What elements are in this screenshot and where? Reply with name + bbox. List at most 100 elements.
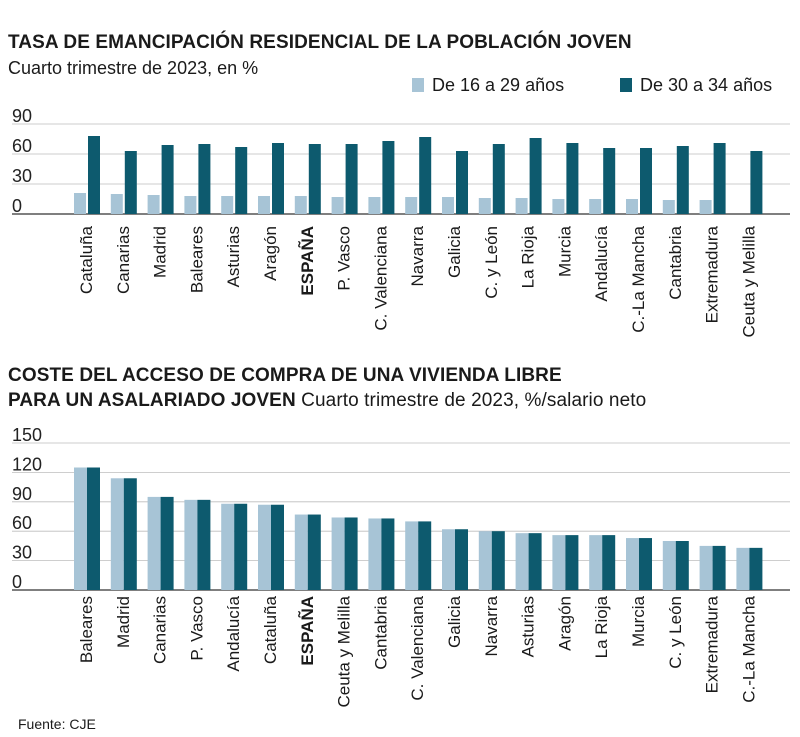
chart1-category-label: C. y León bbox=[482, 226, 501, 299]
chart2-category-label: Cantabria bbox=[371, 595, 390, 669]
chart2-category-label: Baleares bbox=[77, 596, 96, 663]
chart2-bar bbox=[565, 535, 579, 590]
chart2-bar bbox=[271, 504, 284, 590]
chart2-category-label: Cataluña bbox=[261, 595, 280, 664]
chart2-bar bbox=[294, 514, 308, 590]
chart1-bar bbox=[662, 200, 675, 214]
chart1-ytick-label: 30 bbox=[12, 166, 32, 186]
chart2-title: COSTE DEL ACCESO DE COMPRA DE UNA VIVIEN… bbox=[8, 365, 562, 386]
chart1-category-label: Navarra bbox=[408, 225, 427, 286]
chart1-bar bbox=[110, 194, 123, 214]
chart1-bar bbox=[676, 146, 689, 214]
chart2-ytick-label: 0 bbox=[12, 572, 22, 592]
chart2-bar bbox=[307, 514, 321, 590]
chart2-ytick-label: 60 bbox=[12, 513, 32, 533]
chart2-bar bbox=[699, 545, 713, 590]
chart2-ytick-label: 30 bbox=[12, 543, 32, 563]
chart2-ytick-label: 120 bbox=[12, 454, 42, 474]
chart2-category-label: Asturias bbox=[519, 596, 538, 657]
chart2-category-label: C. Valenciana bbox=[408, 595, 427, 700]
chart1-bar bbox=[382, 141, 395, 214]
chart2-category-label: ESPAÑA bbox=[297, 596, 317, 666]
chart2-category-label: Galicia bbox=[445, 595, 464, 648]
chart2-bar bbox=[639, 538, 652, 590]
chart2-category-label: P. Vasco bbox=[187, 596, 206, 661]
chart1-category-label: Extremadura bbox=[703, 225, 722, 323]
chart2-bar bbox=[197, 499, 211, 590]
chart1-category-label: Murcia bbox=[555, 225, 574, 277]
chart1-bar bbox=[258, 196, 270, 214]
chart1-category-label: La Rioja bbox=[519, 225, 538, 288]
chart2-bar bbox=[160, 496, 174, 590]
chart1-bar bbox=[184, 196, 197, 214]
chart2-category-label: Aragón bbox=[555, 596, 574, 651]
chart2-category-label: La Rioja bbox=[592, 595, 611, 658]
chart2-bar bbox=[602, 535, 616, 590]
chart1-bar bbox=[294, 196, 307, 214]
chart1-bar bbox=[345, 144, 358, 214]
chart2-bar bbox=[405, 521, 419, 590]
chart1-bar bbox=[368, 197, 381, 214]
chart2-category-label: Murcia bbox=[629, 595, 648, 647]
chart2-bar bbox=[626, 538, 639, 590]
chart1-category-label: C.-La Mancha bbox=[629, 225, 648, 332]
chart1-bar bbox=[492, 144, 505, 214]
chart1-bar bbox=[88, 136, 100, 214]
chart2-category-label: Madrid bbox=[114, 596, 133, 648]
chart2-ytick-label: 150 bbox=[12, 425, 42, 445]
chart1-category-label: Galicia bbox=[445, 225, 464, 278]
chart2-bar bbox=[147, 496, 161, 590]
legend-label: De 30 a 34 años bbox=[640, 75, 772, 95]
chart2-bar bbox=[552, 535, 566, 590]
chart2-bar bbox=[123, 478, 137, 590]
chart1-bar bbox=[713, 143, 726, 214]
chart1-ytick-label: 90 bbox=[12, 106, 32, 126]
chart1-bar bbox=[456, 151, 468, 214]
chart1-bar bbox=[272, 143, 284, 214]
chart2-bar bbox=[675, 541, 689, 590]
chart2-bar bbox=[184, 499, 198, 590]
chart2-bar bbox=[515, 533, 529, 590]
chart2-bar bbox=[491, 531, 505, 590]
chart1-bar bbox=[566, 143, 579, 214]
chart1-subtitle: Cuarto trimestre de 2023, en % bbox=[8, 58, 259, 78]
chart1-category-label: Cantabria bbox=[666, 225, 685, 299]
chart2-category-label: Navarra bbox=[482, 595, 501, 656]
chart1-bar bbox=[221, 196, 234, 214]
chart1-bar bbox=[405, 197, 418, 214]
chart2-category-label: C. y León bbox=[666, 596, 685, 669]
chart2-bar bbox=[712, 545, 726, 590]
chart1-category-label: Andalucía bbox=[592, 225, 611, 301]
chart1-category-label: C. Valenciana bbox=[371, 225, 390, 330]
chart1-ytick-label: 0 bbox=[12, 196, 22, 216]
chart1-category-label: Cataluña bbox=[77, 225, 96, 294]
chart2-title-line2-text: PARA UN ASALARIADO JOVEN bbox=[8, 390, 296, 411]
chart1-bar bbox=[442, 197, 454, 214]
chart2-subtitle: Cuarto trimestre de 2023, %/salario neto bbox=[301, 390, 647, 411]
chart2-ytick-label: 90 bbox=[12, 484, 32, 504]
chart2-bar bbox=[478, 531, 492, 590]
chart1-title: TASA DE EMANCIPACIÓN RESIDENCIAL DE LA P… bbox=[8, 32, 632, 53]
chart1-bar bbox=[552, 199, 565, 214]
chart1-category-label: Ceuta y Melilla bbox=[739, 225, 758, 337]
chart2-category-label: C.-La Mancha bbox=[739, 595, 758, 702]
chart1-bar bbox=[235, 147, 248, 214]
chart2-bar bbox=[258, 504, 271, 590]
chart2-bar bbox=[368, 518, 382, 590]
chart2-bar bbox=[344, 517, 358, 590]
chart2-category-label: Canarias bbox=[151, 596, 170, 664]
chart1-bar bbox=[419, 137, 432, 214]
chart1-category-label: Aragón bbox=[261, 226, 280, 281]
chart1-bar bbox=[589, 199, 602, 214]
chart2-bar bbox=[87, 467, 100, 590]
chart1-category-label: Canarias bbox=[114, 226, 133, 294]
legend-swatch bbox=[412, 78, 424, 92]
chart2-category-label: Andalucía bbox=[224, 595, 243, 671]
chart2-bar bbox=[418, 521, 432, 590]
chart1-bar bbox=[198, 144, 211, 214]
chart2-bar bbox=[589, 535, 603, 590]
chart2-bar bbox=[331, 517, 345, 590]
chart2-bar bbox=[221, 503, 235, 590]
chart1-bar bbox=[161, 145, 174, 214]
